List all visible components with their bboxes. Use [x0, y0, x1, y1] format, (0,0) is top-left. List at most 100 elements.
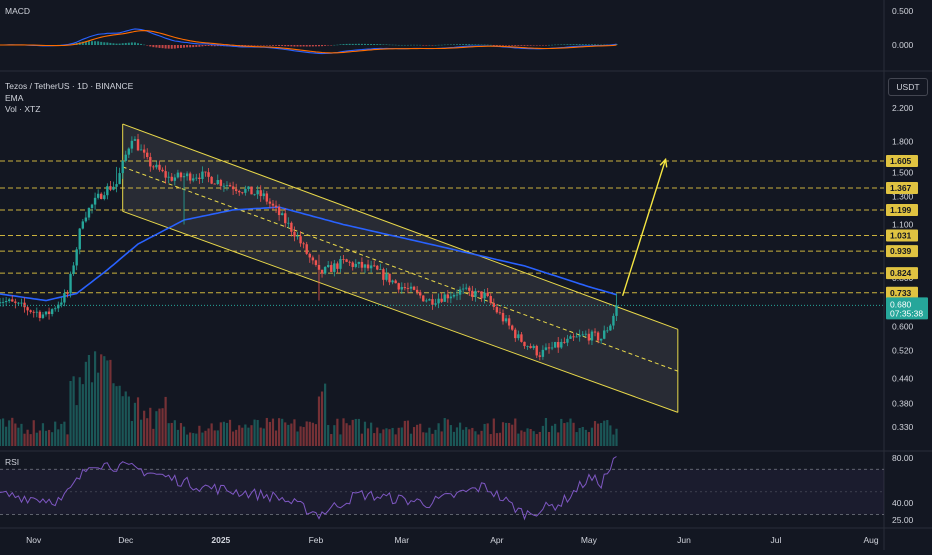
currency-button[interactable]: USDT	[888, 78, 928, 96]
candle-body	[158, 164, 161, 170]
candle-body	[428, 299, 431, 301]
volume-bar	[1, 418, 5, 446]
rsi-axis-label: 80.00	[892, 453, 914, 463]
macd-histogram-bar	[109, 42, 112, 45]
volume-bar	[477, 434, 480, 446]
volume-bar	[189, 432, 192, 446]
candle-body	[342, 259, 345, 260]
volume-bar	[290, 423, 293, 446]
volume-bar	[278, 418, 281, 446]
candle-body	[204, 171, 207, 173]
candle-body	[170, 176, 173, 181]
macd-histogram-bar	[250, 45, 253, 46]
candle-body	[271, 203, 275, 206]
macd-histogram-bar	[244, 45, 247, 46]
volume-bar	[47, 429, 51, 446]
ema-line	[0, 206, 617, 302]
macd-histogram-bar	[569, 44, 572, 45]
volume-bar	[26, 429, 29, 446]
level-price-tag	[886, 267, 918, 280]
candle-body	[603, 330, 606, 339]
candle-body	[511, 325, 514, 330]
price-axis-label: 1.800	[892, 137, 914, 147]
candle-body	[569, 336, 572, 339]
candle-body	[149, 157, 152, 167]
candle-body	[526, 346, 529, 347]
macd-histogram-bar	[391, 44, 394, 46]
macd-histogram-bar	[164, 45, 167, 49]
volume-bar	[394, 434, 397, 446]
candle-body	[418, 292, 422, 296]
volume-bar	[446, 419, 449, 446]
macd-histogram-bar	[486, 44, 489, 46]
candle-body	[461, 288, 465, 290]
volume-bar	[29, 434, 32, 446]
macd-histogram-bar	[256, 45, 259, 46]
volume-bar	[416, 424, 419, 446]
volume-bar	[615, 428, 618, 446]
volume-bar	[124, 391, 127, 446]
macd-histogram-bar	[600, 44, 603, 46]
macd-histogram-bar	[363, 43, 366, 45]
volume-bar	[268, 421, 272, 446]
volume-bar	[97, 372, 100, 446]
candle-body	[219, 180, 223, 186]
candle-body	[406, 288, 410, 289]
macd-histogram-bar	[538, 45, 541, 46]
candle-body	[115, 184, 118, 187]
volume-bar	[385, 428, 388, 446]
candle-body	[326, 265, 330, 268]
volume-bar	[136, 397, 140, 446]
volume-bar	[241, 427, 244, 446]
macd-histogram-bar	[207, 45, 210, 46]
macd-histogram-bar	[293, 45, 296, 47]
volume-bar	[118, 385, 121, 446]
volume-bar	[492, 418, 495, 446]
volume-bar	[501, 422, 505, 446]
volume-bar	[173, 420, 176, 446]
candle-body	[587, 333, 591, 341]
candle-body	[443, 294, 446, 302]
candle-body	[277, 206, 281, 216]
macd-histogram-bar	[314, 45, 317, 47]
macd-histogram-bar	[130, 42, 133, 45]
candle-body	[78, 228, 81, 250]
candle-body	[241, 192, 244, 194]
candle-body	[210, 176, 213, 184]
candle-body	[501, 312, 505, 322]
volume-bar	[596, 423, 600, 446]
candle-body	[47, 311, 51, 315]
candle-body	[532, 345, 535, 349]
candle-body	[369, 265, 373, 269]
last-price-tag	[886, 297, 928, 320]
volume-bar	[557, 432, 560, 446]
volume-bar	[103, 356, 106, 446]
macd-histogram-bar	[152, 45, 155, 48]
candle-body	[425, 300, 428, 302]
currency-label: USDT	[896, 82, 920, 92]
volume-bar	[256, 420, 259, 446]
macd-histogram-bar	[271, 45, 274, 46]
volume-bar	[317, 396, 321, 446]
volume-bar	[462, 429, 465, 446]
volume-bar	[287, 424, 290, 446]
candle-body	[161, 169, 164, 172]
macd-histogram-bar	[419, 44, 422, 46]
macd-histogram-bar	[360, 43, 363, 45]
candle-body	[336, 263, 339, 269]
candle-body	[305, 244, 308, 254]
candle-body	[81, 221, 85, 229]
candle-body	[593, 331, 597, 333]
time-axis-label: Nov	[26, 535, 42, 545]
candle-body	[299, 236, 302, 244]
volume-bar	[532, 431, 535, 446]
macd-histogram-bar	[594, 44, 597, 45]
volume-bar	[63, 421, 66, 446]
volume-bar	[149, 407, 152, 446]
macd-histogram-bar	[456, 44, 459, 45]
volume-bar	[69, 380, 72, 446]
volume-bar	[299, 426, 302, 446]
macd-label: MACD	[5, 6, 31, 16]
candle-body	[538, 355, 542, 357]
